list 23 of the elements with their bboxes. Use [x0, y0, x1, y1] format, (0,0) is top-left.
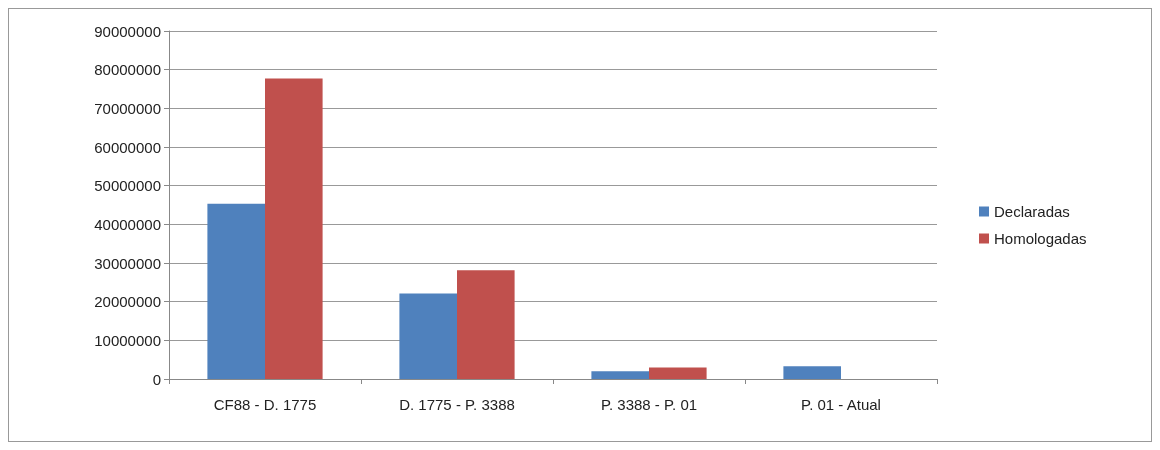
bar — [457, 270, 515, 379]
y-tick-label: 70000000 — [94, 99, 161, 117]
bar — [783, 366, 841, 379]
x-tick-label: D. 1775 - P. 3388 — [399, 396, 515, 413]
x-tick-label: P. 3388 - P. 01 — [600, 396, 698, 413]
y-tick-label: 10000000 — [94, 331, 161, 349]
bar — [591, 371, 649, 379]
bar — [207, 203, 265, 379]
y-tick-label: 30000000 — [94, 254, 161, 272]
legend-label: Declaradas — [994, 203, 1070, 220]
bar — [265, 78, 323, 379]
y-tick-label: 20000000 — [94, 293, 161, 311]
bar — [649, 367, 707, 379]
y-tick-label: 50000000 — [94, 177, 161, 195]
y-tick-label: 40000000 — [94, 215, 161, 233]
bar — [399, 293, 457, 379]
y-tick-label: 0 — [152, 370, 161, 388]
y-tick-label: 80000000 — [94, 61, 161, 79]
legend-label: Homologadas — [994, 230, 1087, 247]
y-tick-label: 90000000 — [94, 22, 161, 40]
x-tick-label: P. 01 - Atual — [801, 396, 881, 413]
y-tick-label: 60000000 — [94, 138, 161, 156]
x-tick-label: CF88 - D. 1775 — [213, 396, 317, 413]
